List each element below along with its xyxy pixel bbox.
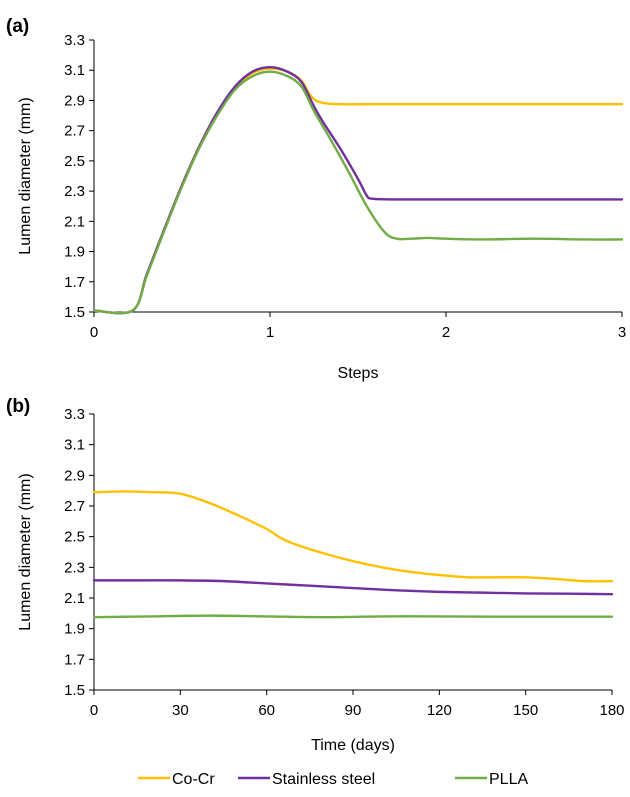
legend: Co-Cr Stainless steel PLLA xyxy=(138,771,528,788)
y-tick-label: 2.5 xyxy=(64,529,85,546)
x-tick-label: 0 xyxy=(90,324,98,341)
x-tick-label: 90 xyxy=(345,702,362,719)
y-tick-label: 1.7 xyxy=(64,274,85,291)
legend-label-plla: PLLA xyxy=(489,771,528,788)
y-tick-label: 2.1 xyxy=(64,213,85,230)
y-tick-label: 2.9 xyxy=(64,467,85,484)
y-tick-label: 2.1 xyxy=(64,590,85,607)
chart-panel-1: 1.5 1.7 1.9 2.1 2.3 2.5 2.7 2.9 3.1 3.3 0 1 2 3 Steps L… xyxy=(6,16,626,382)
y-axis-title: Lumen diameter (mm) xyxy=(17,473,34,630)
y-tick-label: 1.9 xyxy=(64,621,85,638)
x-tick-label: 2 xyxy=(442,324,450,341)
legend-label-stainless-steel: Stainless steel xyxy=(272,771,375,788)
legend-label-co-cr: Co-Cr xyxy=(172,771,215,788)
series-line-plla xyxy=(92,614,614,619)
x-axis-title: Time (days) xyxy=(311,737,395,754)
y-tick-label: 2.9 xyxy=(64,92,85,109)
x-tick-label: 180 xyxy=(599,702,624,719)
y-tick-label: 2.3 xyxy=(64,183,85,200)
panel-label: (b) xyxy=(6,396,30,417)
y-tick-label: 2.5 xyxy=(64,153,85,170)
x-tick-label: 30 xyxy=(172,702,189,719)
x-tick-label: 1 xyxy=(266,324,274,341)
x-axis-title: Steps xyxy=(338,365,379,382)
series-line-stainless-steel xyxy=(92,579,614,596)
x-tick-label: 3 xyxy=(618,324,626,341)
series-line-co-cr xyxy=(92,490,614,583)
panel-label: (a) xyxy=(6,16,29,37)
x-tick-label: 0 xyxy=(90,702,98,719)
y-tick-label: 1.5 xyxy=(64,304,85,321)
x-tick-label: 60 xyxy=(258,702,275,719)
chart-panel-2: 1.5 1.7 1.9 2.1 2.3 2.5 2.7 2.9 3.1 3.3 0 30 60 90 120… xyxy=(6,396,625,754)
y-tick-label: 1.5 xyxy=(64,682,85,699)
x-tick-label: 150 xyxy=(513,702,538,719)
y-tick-label: 2.7 xyxy=(64,498,85,515)
series-line-plla xyxy=(92,70,624,315)
y-tick-label: 2.7 xyxy=(64,123,85,140)
y-tick-label: 3.3 xyxy=(64,32,85,49)
y-tick-label: 3.1 xyxy=(64,62,85,79)
y-tick-label: 1.9 xyxy=(64,244,85,261)
y-tick-label: 3.1 xyxy=(64,437,85,454)
y-tick-label: 1.7 xyxy=(64,651,85,668)
y-tick-label: 3.3 xyxy=(64,406,85,423)
y-tick-label: 2.3 xyxy=(64,559,85,576)
x-tick-label: 120 xyxy=(427,702,452,719)
y-axis-title: Lumen diameter (mm) xyxy=(17,97,34,254)
